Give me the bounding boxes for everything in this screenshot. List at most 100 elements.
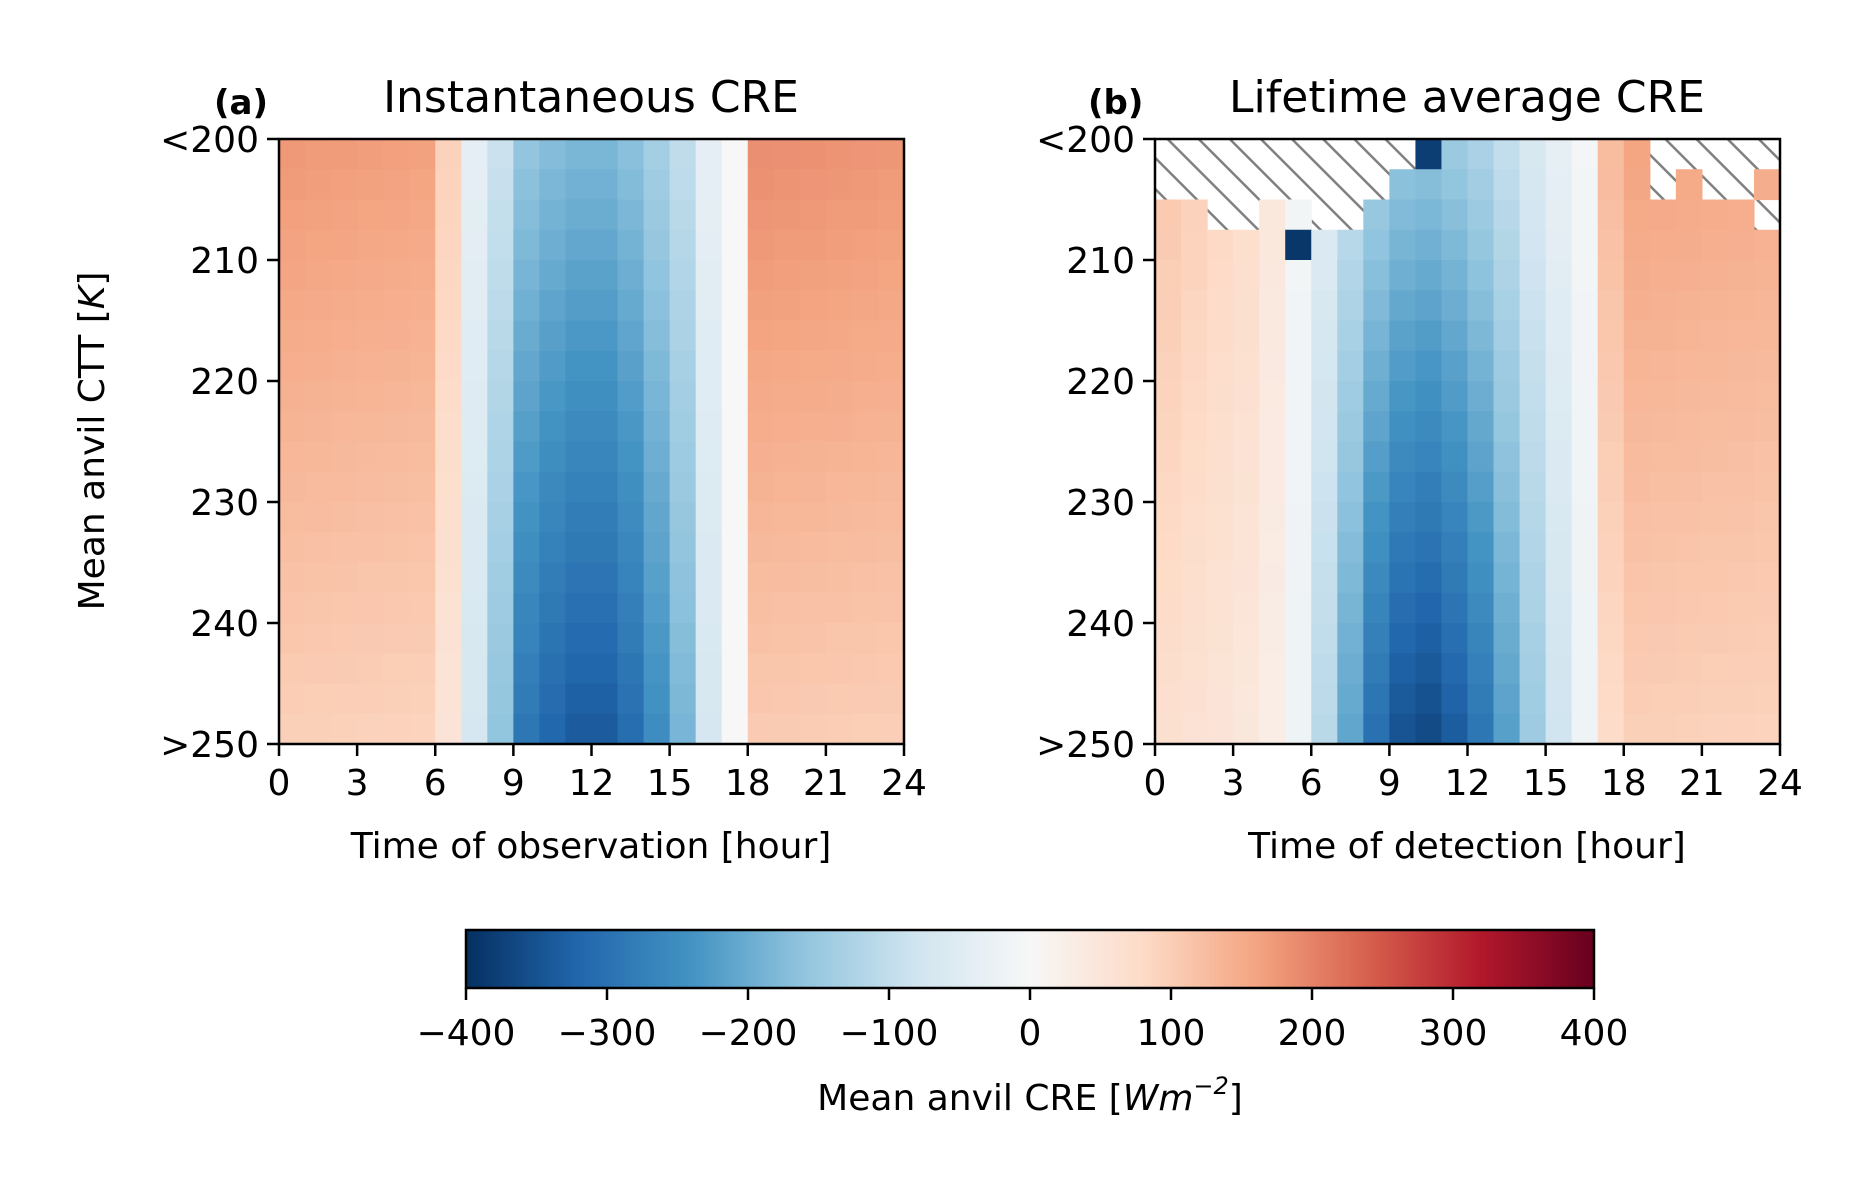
heatmap-cell	[721, 623, 749, 654]
heatmap-cell	[435, 532, 462, 564]
heatmap-cell	[1753, 350, 1781, 382]
heatmap-cell	[591, 683, 619, 715]
heatmap-cell	[435, 713, 462, 745]
heatmap-cell	[1545, 713, 1573, 745]
heatmap-cell	[721, 411, 749, 443]
heatmap-cell	[851, 683, 879, 715]
heatmap-cell	[1181, 260, 1208, 291]
heatmap-cell	[643, 592, 671, 624]
heatmap-cell	[1311, 471, 1338, 503]
heatmap-cell	[851, 411, 879, 443]
heatmap-cell	[773, 411, 801, 443]
heatmap-cell	[1701, 502, 1729, 533]
heatmap-cell	[1753, 653, 1781, 685]
heatmap-cell	[695, 471, 723, 503]
heatmap-cell	[1519, 502, 1547, 533]
heatmap-cell	[617, 532, 645, 564]
heatmap-cell	[1649, 350, 1677, 382]
heatmap-cell	[513, 592, 541, 624]
heatmap-cell	[1233, 260, 1260, 291]
heatmap-cell	[1753, 260, 1781, 291]
heatmap-cell	[279, 229, 306, 261]
heatmap-cell	[461, 683, 488, 715]
heatmap-cell	[461, 229, 488, 261]
heatmap-cell	[1727, 532, 1755, 564]
y-tick-label: 230	[190, 483, 259, 524]
heatmap-cell	[747, 562, 775, 594]
heatmap-cell	[305, 562, 332, 594]
heatmap-cell	[1753, 411, 1781, 443]
heatmap-cell	[747, 653, 775, 685]
heatmap-cell	[1519, 229, 1547, 261]
heatmap-cell	[1753, 683, 1781, 715]
heatmap-cell	[1207, 320, 1234, 352]
heatmap-cell	[279, 713, 306, 745]
heatmap-cell	[331, 290, 358, 322]
heatmap-cell	[1727, 290, 1755, 322]
heatmap-cell	[1623, 683, 1651, 715]
heatmap-cell	[1415, 713, 1443, 745]
heatmap-cell	[1155, 471, 1182, 503]
heatmap-cell	[1519, 713, 1547, 745]
heatmap-cell	[1493, 653, 1521, 685]
y-tick-label: 240	[1066, 604, 1135, 645]
heatmap-cell	[1467, 320, 1495, 352]
heatmap-cell	[539, 592, 567, 624]
heatmap-cell	[487, 350, 514, 382]
heatmap-cell	[1233, 683, 1260, 715]
heatmap-cell	[799, 260, 827, 291]
heatmap-cell	[851, 592, 879, 624]
y-tick-label: 210	[1066, 241, 1135, 282]
heatmap-cell	[1467, 199, 1495, 231]
heatmap-cell	[1363, 381, 1390, 412]
heatmap-cell	[565, 653, 593, 685]
heatmap-cell	[1259, 653, 1286, 685]
heatmap-cell	[383, 290, 410, 322]
heatmap-cell	[1545, 623, 1573, 654]
heatmap-cell	[357, 290, 384, 322]
colorbar-label-prefix: Mean anvil CRE [	[817, 1078, 1123, 1119]
heatmap-cell	[279, 169, 306, 201]
heatmap-cell	[1649, 199, 1677, 231]
heatmap-cell	[591, 169, 619, 201]
heatmap-cell	[591, 471, 619, 503]
heatmap-cell	[1415, 229, 1443, 261]
heatmap-cell	[1727, 260, 1755, 291]
heatmap-cell	[513, 623, 541, 654]
heatmap-cell	[877, 411, 905, 443]
heatmap-cell	[1389, 471, 1417, 503]
heatmap-cell	[565, 350, 593, 382]
heatmap-cell	[1467, 139, 1495, 170]
heatmap-cell	[1675, 260, 1703, 291]
heatmap-cell	[1571, 562, 1599, 594]
heatmap-cell	[1519, 290, 1547, 322]
heatmap-cell	[1545, 381, 1573, 412]
heatmap-cell	[279, 562, 306, 594]
heatmap-cell	[539, 562, 567, 594]
heatmap-cell	[617, 441, 645, 473]
heatmap-cell	[1259, 199, 1286, 231]
heatmap-cell	[1233, 411, 1260, 443]
heatmap-cell	[539, 532, 567, 564]
heatmap-cell	[357, 139, 384, 170]
heatmap-cell	[721, 290, 749, 322]
heatmap-cell	[1597, 532, 1625, 564]
heatmap-cell	[1207, 713, 1234, 745]
heatmap-cell	[799, 411, 827, 443]
heatmap-cell	[643, 683, 671, 715]
heatmap-cell	[1337, 532, 1364, 564]
heatmap-cell	[435, 441, 462, 473]
heatmap-cell	[773, 623, 801, 654]
heatmap-cell	[643, 471, 671, 503]
heatmap-cell	[1285, 592, 1312, 624]
heatmap-cell	[1233, 320, 1260, 352]
heatmap-cell	[435, 592, 462, 624]
heatmap-cell	[825, 199, 853, 231]
heatmap-cell	[1441, 592, 1469, 624]
heatmap-cell	[1285, 441, 1312, 473]
heatmap-cell	[331, 532, 358, 564]
heatmap-cell	[1571, 350, 1599, 382]
heatmap-cell	[773, 350, 801, 382]
heatmap-cell	[409, 320, 436, 352]
heatmap-cell	[1675, 290, 1703, 322]
